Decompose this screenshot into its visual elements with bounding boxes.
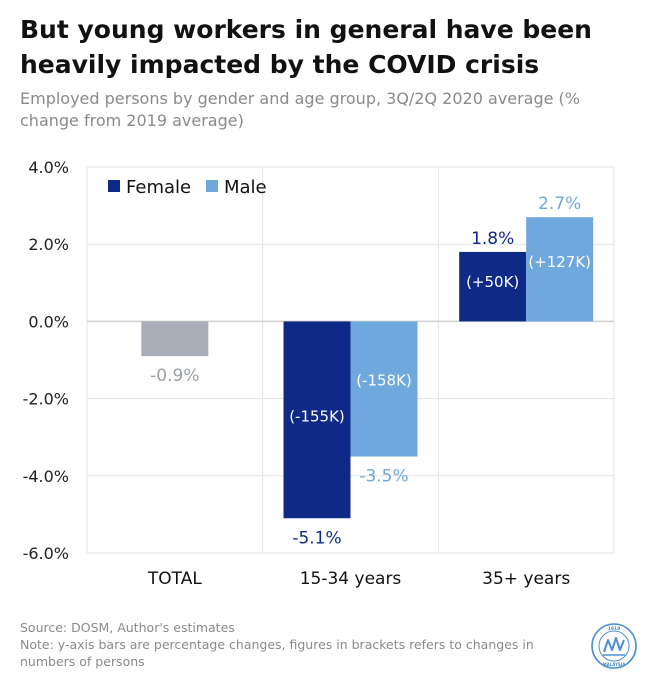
x-category-label: 35+ years [482, 569, 570, 589]
data-label-count: (-158K) [356, 371, 412, 389]
legend-label-male: Male [224, 177, 267, 198]
y-tick-label: -2.0% [23, 390, 69, 409]
y-tick-label: 0.0% [28, 312, 69, 331]
chart-subtitle: Employed persons by gender and age group… [20, 89, 580, 130]
data-label-count: (+127K) [528, 253, 591, 271]
chart-title: But young workers in general have been h… [20, 15, 592, 79]
institute-seal-logo: 1919 MALAYSIA [591, 623, 637, 669]
logo-text-top: 1919 [608, 626, 621, 632]
chart-data-labels: -0.9% -5.1% (-155K) -3.5% (-158K) 1.8% (+50K) 2… [150, 194, 591, 548]
legend-swatch-male [206, 180, 218, 192]
bar-male [350, 321, 418, 457]
y-tick-label: 4.0% [28, 158, 69, 177]
y-axis-ticks: 4.0% 2.0% 0.0% -2.0% -4.0% -6.0% [23, 158, 69, 563]
y-tick-label: 2.0% [28, 235, 69, 254]
data-label-value: -5.1% [292, 528, 341, 548]
bar-male [526, 217, 594, 322]
bar-female [459, 251, 527, 322]
y-tick-label: -6.0% [23, 544, 69, 563]
methodology-note: Note: y-axis bars are percentage changes… [20, 637, 534, 669]
data-label-value: 1.8% [471, 229, 514, 249]
y-tick-label: -4.0% [23, 467, 69, 486]
chart-legend: Female Male [108, 177, 267, 198]
x-category-label: 15-34 years [300, 569, 402, 589]
legend-swatch-female [108, 180, 120, 192]
x-axis-categories: TOTAL 15-34 years 35+ years [147, 569, 570, 589]
legend-label-female: Female [126, 177, 191, 198]
chart-footer: Source: DOSM, Author's estimates Note: y… [20, 619, 580, 670]
data-label-value: -3.5% [359, 467, 408, 487]
data-label-count: (+50K) [466, 273, 519, 291]
bar-female [283, 321, 351, 519]
chart-bars [141, 217, 594, 519]
data-label-count: (-155K) [289, 407, 345, 425]
data-label-total: -0.9% [150, 366, 199, 386]
bar-total [141, 321, 209, 357]
bar-chart: 4.0% 2.0% 0.0% -2.0% -4.0% -6.0% -0.9% -5.1% (-… [23, 158, 615, 589]
x-category-label: TOTAL [147, 569, 202, 589]
data-label-value: 2.7% [538, 194, 581, 214]
logo-text-bottom: MALAYSIA [603, 662, 627, 667]
source-note: Source: DOSM, Author's estimates [20, 620, 235, 635]
